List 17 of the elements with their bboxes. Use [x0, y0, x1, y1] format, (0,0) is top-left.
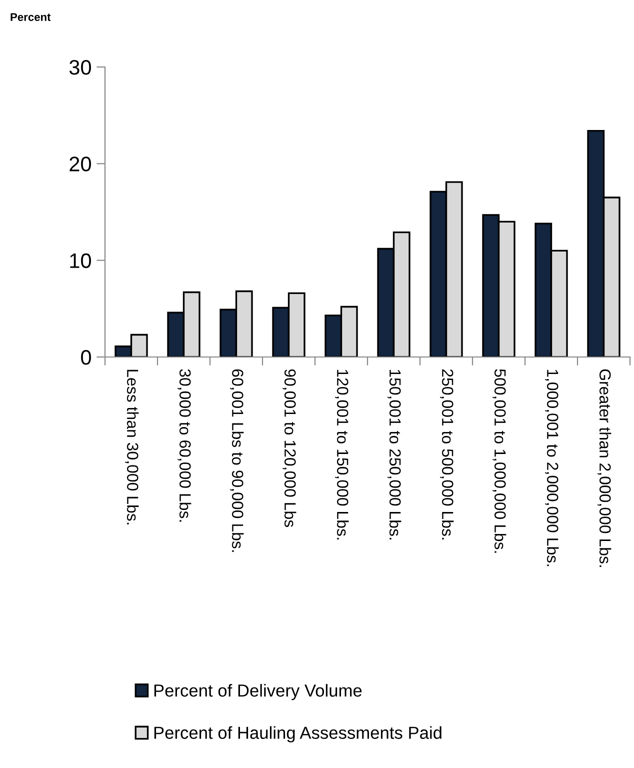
x-tick-label: 90,001 to 120,000 Lbs: [282, 369, 296, 527]
legend-label: Percent of Delivery Volume: [154, 684, 362, 700]
y-tick-label: 30: [69, 60, 91, 75]
x-tick-label: 250,001 to 500,000 Lbs.: [440, 369, 454, 540]
x-tick-label: 30,000 to 60,000 Lbs.: [178, 369, 192, 522]
y-tick-label: 20: [70, 156, 91, 172]
legend-label: Percent of Hauling Assessments Paid: [154, 726, 442, 742]
x-tick-label: 120,001 to 150,000 Lbs.: [335, 370, 349, 540]
x-tick-label: 500,001 to 1,000,000 Lbs.: [492, 369, 506, 553]
x-tick-label: 60,001 Lbs to 90,000 Lbs.: [230, 369, 244, 552]
y-tick-label: 10: [70, 253, 91, 268]
y-axis-title: Percent: [10, 13, 51, 21]
x-tick-label: Greater than 2,000,000 Lbs.: [598, 369, 612, 567]
y-tick-label: 0: [81, 350, 91, 365]
x-tick-label: Less than 30,000 Lbs.: [125, 370, 139, 524]
x-tick-label: 1,000,001 to 2,000,000 Lbs.: [545, 370, 559, 566]
x-tick-label: 150,001 to 250,000 Lbs.: [388, 370, 402, 540]
